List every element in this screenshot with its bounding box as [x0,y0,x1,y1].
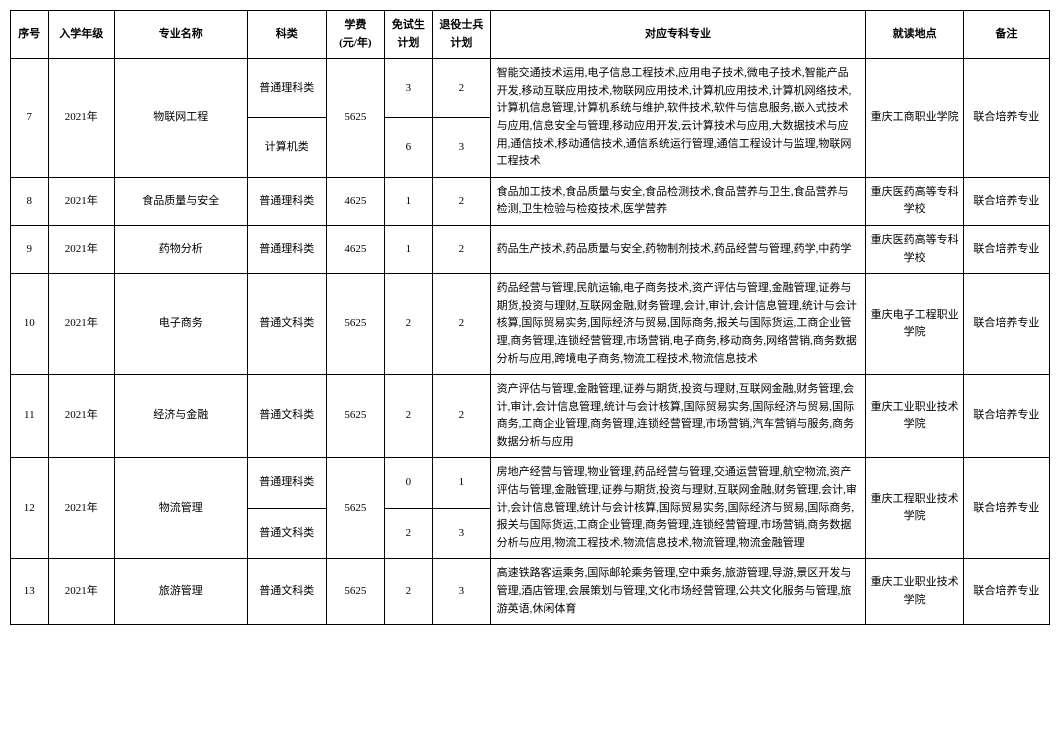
th-category: 科类 [247,11,327,59]
cell-fee: 5625 [327,59,384,178]
cell-plan1: 3 [384,59,433,118]
cell-plan2: 2 [433,225,490,273]
cell-spec: 药品生产技术,药品质量与安全,药物制剂技术,药品经营与管理,药学,中药学 [490,225,866,273]
cell-spec: 房地产经营与管理,物业管理,药品经营与管理,交通运营管理,航空物流,资产评估与管… [490,458,866,559]
cell-seq: 11 [11,375,49,458]
cell-category: 普通理科类 [247,59,327,118]
cell-category: 普通文科类 [247,508,327,558]
cell-spec: 资产评估与管理,金融管理,证券与期货,投资与理财,互联网金融,财务管理,会计,审… [490,375,866,458]
cell-place: 重庆工业职业技术学院 [866,375,963,458]
cell-category: 普通理科类 [247,458,327,508]
cell-plan1: 6 [384,118,433,177]
cell-year: 2021年 [48,59,114,178]
table-row: 9 2021年 药物分析 普通理科类 4625 1 2 药品生产技术,药品质量与… [11,225,1050,273]
table-row: 11 2021年 经济与金融 普通文科类 5625 2 2 资产评估与管理,金融… [11,375,1050,458]
cell-plan1: 2 [384,508,433,558]
cell-fee: 5625 [327,274,384,375]
cell-category: 普通文科类 [247,375,327,458]
cell-plan1: 0 [384,458,433,508]
th-fee: 学费(元/年) [327,11,384,59]
cell-plan2: 1 [433,458,490,508]
cell-plan2: 2 [433,274,490,375]
cell-major: 经济与金融 [114,375,247,458]
cell-year: 2021年 [48,375,114,458]
th-seq: 序号 [11,11,49,59]
cell-major: 物联网工程 [114,59,247,178]
cell-seq: 10 [11,274,49,375]
cell-category: 计算机类 [247,118,327,177]
cell-spec: 食品加工技术,食品质量与安全,食品检测技术,食品营养与卫生,食品营养与检测,卫生… [490,177,866,225]
cell-seq: 13 [11,559,49,625]
cell-plan2: 3 [433,508,490,558]
admission-table: 序号 入学年级 专业名称 科类 学费(元/年) 免试生计划 退役士兵计划 对应专… [10,10,1050,625]
th-place: 就读地点 [866,11,963,59]
cell-notes: 联合培养专业 [963,177,1049,225]
cell-place: 重庆工程职业技术学院 [866,458,963,559]
cell-fee: 5625 [327,458,384,559]
cell-seq: 7 [11,59,49,178]
table-row: 13 2021年 旅游管理 普通文科类 5625 2 3 高速铁路客运乘务,国际… [11,559,1050,625]
cell-plan1: 2 [384,274,433,375]
cell-year: 2021年 [48,559,114,625]
th-spec: 对应专科专业 [490,11,866,59]
table-row: 8 2021年 食品质量与安全 普通理科类 4625 1 2 食品加工技术,食品… [11,177,1050,225]
cell-place: 重庆医药高等专科学校 [866,177,963,225]
cell-spec: 药品经营与管理,民航运输,电子商务技术,资产评估与管理,金融管理,证券与期货,投… [490,274,866,375]
cell-year: 2021年 [48,225,114,273]
cell-place: 重庆医药高等专科学校 [866,225,963,273]
cell-plan2: 2 [433,59,490,118]
cell-plan1: 1 [384,225,433,273]
th-notes: 备注 [963,11,1049,59]
cell-spec: 高速铁路客运乘务,国际邮轮乘务管理,空中乘务,旅游管理,导游,景区开发与管理,酒… [490,559,866,625]
cell-year: 2021年 [48,274,114,375]
cell-plan2: 3 [433,118,490,177]
cell-major: 电子商务 [114,274,247,375]
cell-notes: 联合培养专业 [963,59,1049,178]
cell-seq: 12 [11,458,49,559]
cell-spec: 智能交通技术运用,电子信息工程技术,应用电子技术,微电子技术,智能产品开发,移动… [490,59,866,178]
table-row: 7 2021年 物联网工程 普通理科类 5625 3 2 智能交通技术运用,电子… [11,59,1050,118]
cell-notes: 联合培养专业 [963,559,1049,625]
cell-plan2: 2 [433,375,490,458]
th-plan1: 免试生计划 [384,11,433,59]
cell-category: 普通理科类 [247,177,327,225]
cell-fee: 5625 [327,559,384,625]
cell-year: 2021年 [48,177,114,225]
cell-major: 食品质量与安全 [114,177,247,225]
cell-major: 药物分析 [114,225,247,273]
cell-place: 重庆工商职业学院 [866,59,963,178]
table-row: 12 2021年 物流管理 普通理科类 5625 0 1 房地产经营与管理,物业… [11,458,1050,508]
cell-major: 旅游管理 [114,559,247,625]
cell-major: 物流管理 [114,458,247,559]
cell-notes: 联合培养专业 [963,375,1049,458]
cell-fee: 4625 [327,177,384,225]
th-plan2: 退役士兵计划 [433,11,490,59]
cell-category: 普通文科类 [247,274,327,375]
cell-place: 重庆工业职业技术学院 [866,559,963,625]
th-year: 入学年级 [48,11,114,59]
cell-notes: 联合培养专业 [963,274,1049,375]
header-row: 序号 入学年级 专业名称 科类 学费(元/年) 免试生计划 退役士兵计划 对应专… [11,11,1050,59]
cell-fee: 5625 [327,375,384,458]
cell-place: 重庆电子工程职业学院 [866,274,963,375]
cell-plan2: 3 [433,559,490,625]
cell-plan1: 1 [384,177,433,225]
cell-fee: 4625 [327,225,384,273]
cell-year: 2021年 [48,458,114,559]
cell-notes: 联合培养专业 [963,458,1049,559]
cell-seq: 8 [11,177,49,225]
th-major: 专业名称 [114,11,247,59]
cell-seq: 9 [11,225,49,273]
table-row: 10 2021年 电子商务 普通文科类 5625 2 2 药品经营与管理,民航运… [11,274,1050,375]
cell-plan1: 2 [384,375,433,458]
cell-plan2: 2 [433,177,490,225]
cell-plan1: 2 [384,559,433,625]
cell-category: 普通理科类 [247,225,327,273]
cell-notes: 联合培养专业 [963,225,1049,273]
cell-category: 普通文科类 [247,559,327,625]
